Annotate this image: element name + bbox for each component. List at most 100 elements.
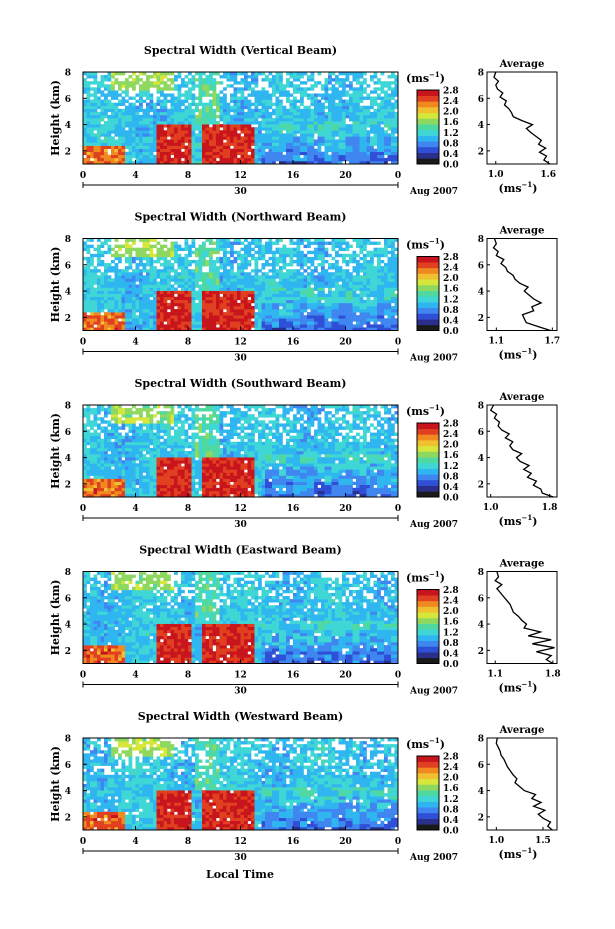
heatmap-cell	[226, 299, 231, 304]
heatmap-cell	[146, 157, 150, 162]
heatmap-cell	[317, 108, 322, 113]
heatmap-cell	[261, 275, 266, 279]
heatmap-cell	[93, 139, 98, 143]
heatmap-cell	[174, 256, 178, 261]
panel-title: Spectral Width (Vertical Beam)	[144, 44, 337, 57]
heatmap-cell	[352, 278, 357, 282]
heatmap-cell	[132, 302, 136, 307]
heatmap-cell	[226, 118, 231, 122]
heatmap-cell	[363, 299, 367, 304]
heatmap-cell	[111, 259, 115, 264]
heatmap-cell	[142, 305, 147, 310]
heatmap-cell	[104, 87, 108, 91]
heatmap-cell	[328, 321, 332, 325]
heatmap-cell	[300, 93, 304, 97]
heatmap-cell	[380, 275, 385, 279]
heatmap-cell	[209, 278, 213, 282]
heatmap-cell	[247, 244, 252, 248]
heatmap-cell	[114, 281, 119, 285]
heatmap-cell	[331, 299, 336, 304]
heatmap-cell	[342, 145, 346, 149]
heatmap-cell	[345, 154, 350, 159]
heatmap-cell	[268, 148, 273, 153]
heatmap-cell	[184, 247, 189, 252]
heatmap-cell	[240, 160, 245, 165]
colorbar-swatch	[417, 290, 439, 297]
heatmap-cell	[303, 151, 308, 156]
heatmap-cell	[212, 318, 217, 322]
heatmap-cell	[167, 247, 171, 252]
heatmap-cell	[160, 105, 164, 110]
heatmap-cell	[149, 130, 154, 134]
heatmap-cell	[258, 244, 262, 248]
heatmap-cell	[387, 324, 392, 328]
heatmap-cell	[240, 102, 245, 107]
heatmap-cell	[359, 241, 364, 245]
heatmap-cell	[163, 84, 168, 88]
heatmap-cell	[317, 284, 322, 288]
heatmap-cell	[135, 99, 140, 103]
heatmap-cell	[321, 256, 325, 261]
heatmap-cell	[219, 263, 224, 267]
heatmap-cell	[156, 250, 161, 255]
heatmap-cell	[177, 111, 182, 116]
heatmap-cell	[387, 99, 392, 103]
heatmap-cell	[205, 290, 210, 294]
colorbar-swatch	[417, 158, 439, 165]
heatmap-cell	[83, 411, 87, 415]
heatmap-cell	[163, 293, 168, 298]
heatmap-cell	[226, 241, 231, 245]
heatmap-cell	[380, 312, 385, 316]
heatmap-cell	[342, 78, 346, 82]
heatmap-cell	[167, 108, 171, 113]
heatmap-cell	[240, 299, 245, 304]
heatmap-cell	[97, 247, 101, 252]
heatmap-cell	[139, 87, 143, 91]
heatmap-cell	[286, 136, 290, 140]
heatmap-cell	[146, 108, 150, 113]
heatmap-cell	[261, 118, 266, 122]
heatmap-cell	[282, 266, 287, 270]
heatmap-cell	[153, 312, 157, 316]
heatmap-cell	[233, 318, 238, 322]
heatmap-cell	[174, 324, 178, 328]
heatmap-cell	[233, 96, 238, 100]
heatmap-cell	[195, 293, 199, 298]
heatmap-cell	[286, 121, 290, 125]
heatmap-cell	[286, 90, 290, 94]
heatmap-cell	[97, 478, 101, 482]
heatmap-cell	[139, 130, 143, 134]
heatmap-cell	[97, 290, 101, 294]
heatmap-cell	[275, 154, 280, 159]
panel-title: Spectral Width (Northward Beam)	[135, 211, 347, 224]
heatmap-cell	[90, 114, 94, 119]
heatmap-cell	[198, 157, 203, 162]
heatmap-cell	[377, 287, 381, 291]
heatmap-cell	[93, 469, 98, 473]
heatmap-cell	[205, 105, 210, 110]
average-profile-line	[492, 238, 551, 332]
heatmap-cell	[125, 136, 129, 140]
heatmap-cell	[86, 272, 91, 276]
heatmap-cell	[90, 463, 94, 467]
heatmap-cell	[114, 327, 119, 331]
heatmap-cell	[352, 315, 357, 319]
heatmap-cell	[146, 241, 150, 245]
heatmap-cell	[202, 160, 206, 165]
heatmap-cell	[174, 102, 178, 107]
heatmap-cell	[219, 114, 224, 119]
heatmap-cell	[363, 124, 367, 128]
heatmap-cell	[303, 275, 308, 279]
heatmap-cell	[391, 269, 395, 273]
heatmap-cell	[125, 78, 129, 82]
heatmap-cell	[356, 305, 360, 310]
heatmap-cell	[111, 90, 115, 94]
heatmap-cell	[83, 78, 87, 82]
heatmap-cell	[331, 127, 336, 131]
heatmap-cell	[251, 305, 255, 310]
heatmap-cell	[380, 287, 385, 291]
heatmap-cell	[205, 84, 210, 88]
heatmap-cell	[349, 324, 353, 328]
heatmap-cell	[324, 281, 329, 285]
heatmap-cell	[118, 127, 122, 131]
